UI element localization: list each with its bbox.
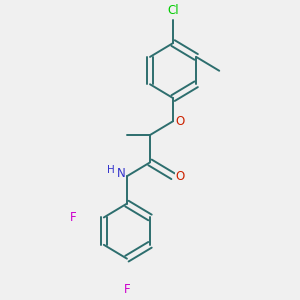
Text: O: O	[175, 115, 184, 128]
Text: Cl: Cl	[167, 4, 179, 17]
Text: F: F	[124, 284, 130, 296]
Text: O: O	[176, 170, 185, 183]
Text: N: N	[117, 167, 125, 180]
Text: F: F	[70, 211, 77, 224]
Text: H: H	[107, 165, 115, 175]
